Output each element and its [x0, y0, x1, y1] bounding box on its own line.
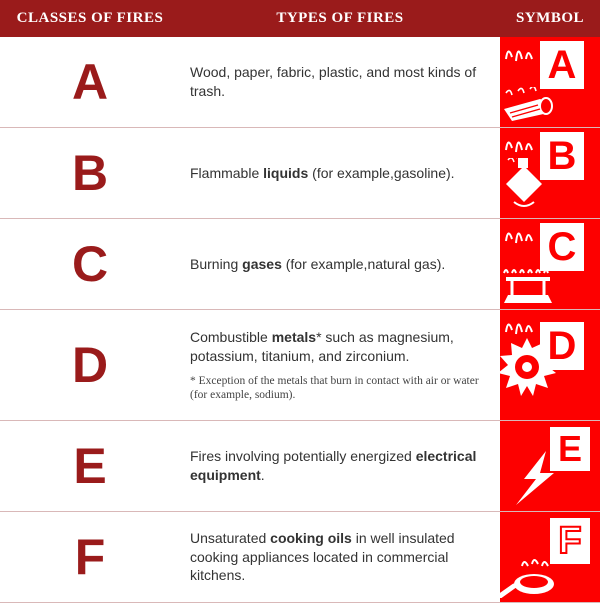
symbol-graphic: F	[500, 512, 600, 602]
description-text: Unsaturated cooking oils in well insulat…	[190, 529, 484, 586]
class-cell: A	[0, 37, 180, 128]
type-cell: Fires involving potentially energized el…	[180, 421, 500, 512]
symbol-letter: E	[558, 428, 582, 470]
table-row: FUnsaturated cooking oils in well insula…	[0, 512, 600, 603]
table-row: E Fires involving potentially energized e…	[0, 421, 600, 512]
header-types: TYPES OF FIRES	[180, 0, 500, 37]
symbol-letter: A	[548, 43, 577, 88]
type-cell: Wood, paper, fabric, plastic, and most k…	[180, 37, 500, 128]
flame-icon	[502, 130, 538, 163]
symbol-cell: F	[500, 512, 600, 603]
symbol-cell: C	[500, 219, 600, 310]
symbol-graphic: B	[500, 128, 600, 218]
symbol-letter: D	[548, 324, 577, 369]
type-cell: Unsaturated cooking oils in well insulat…	[180, 512, 500, 603]
description-text: Burning gases (for example,natural gas).	[190, 255, 484, 274]
class-letter: E	[0, 437, 180, 495]
symbol-cell: D	[500, 310, 600, 421]
table-row: B Flammable liquids (for example,gasoline…	[0, 128, 600, 219]
symbol-graphic: E	[500, 421, 600, 511]
symbol-cell: E	[500, 421, 600, 512]
symbol-cell: A	[500, 37, 600, 128]
description-text: Flammable liquids (for example,gasoline)…	[190, 164, 484, 183]
class-letter: C	[0, 235, 180, 293]
flame-icon	[502, 221, 538, 254]
type-cell: Burning gases (for example,natural gas).	[180, 219, 500, 310]
symbol-letter: F	[558, 520, 581, 563]
symbol-letter-box: D	[540, 322, 584, 370]
class-cell: F	[0, 512, 180, 603]
class-letter: F	[0, 528, 180, 586]
symbol-letter-box: B	[540, 132, 584, 180]
symbol-cell: B	[500, 128, 600, 219]
symbol-graphic: A	[500, 37, 600, 127]
class-letter: A	[0, 53, 180, 111]
symbol-letter-box: F	[550, 518, 590, 564]
description-text: Combustible metals* such as magnesium, p…	[190, 328, 484, 366]
class-cell: C	[0, 219, 180, 310]
type-cell: Combustible metals* such as magnesium, p…	[180, 310, 500, 421]
table-row: D Combustible metals* such as magnesium, …	[0, 310, 600, 421]
gas-burner-icon	[500, 267, 556, 309]
header-symbol: SYMBOL	[500, 0, 600, 37]
table-row: A Wood, paper, fabric, plastic, and most …	[0, 37, 600, 128]
class-cell: D	[0, 310, 180, 421]
symbol-letter-box: C	[540, 223, 584, 271]
header-classes: CLASSES OF FIRES	[0, 0, 180, 37]
symbol-letter: B	[548, 134, 577, 179]
wood-log-icon	[500, 87, 556, 127]
class-cell: E	[0, 421, 180, 512]
table-header-row: CLASSES OF FIRES TYPES OF FIRES SYMBOL	[0, 0, 600, 37]
class-cell: B	[0, 128, 180, 219]
symbol-letter-box: A	[540, 41, 584, 89]
flame-icon	[502, 312, 538, 345]
description-text: Wood, paper, fabric, plastic, and most k…	[190, 63, 484, 101]
symbol-graphic: C	[500, 219, 600, 309]
description-text: Fires involving potentially energized el…	[190, 447, 484, 485]
flame-icon	[502, 39, 538, 72]
symbol-letter-box: E	[550, 427, 590, 471]
symbol-letter: C	[548, 225, 577, 270]
type-cell: Flammable liquids (for example,gasoline)…	[180, 128, 500, 219]
fire-classes-table: CLASSES OF FIRES TYPES OF FIRES SYMBOL A…	[0, 0, 600, 603]
symbol-graphic: D	[500, 310, 600, 420]
footnote-text: * Exception of the metals that burn in c…	[190, 374, 484, 403]
table-row: C Burning gases (for example,natural gas)…	[0, 219, 600, 310]
class-letter: D	[0, 336, 180, 394]
class-letter: B	[0, 144, 180, 202]
